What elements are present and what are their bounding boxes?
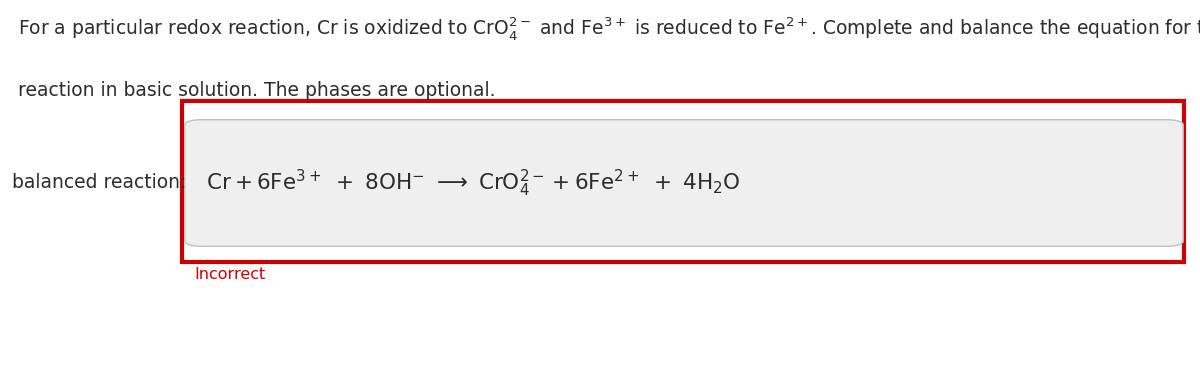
Text: For a particular redox reaction, Cr is oxidized to $\mathrm{CrO_4^{2-}}$ and $\m: For a particular redox reaction, Cr is o…: [18, 15, 1200, 42]
Text: reaction in basic solution. The phases are optional.: reaction in basic solution. The phases a…: [18, 81, 496, 100]
FancyBboxPatch shape: [182, 101, 1184, 262]
FancyBboxPatch shape: [185, 120, 1183, 246]
Text: balanced reaction:: balanced reaction:: [12, 173, 186, 193]
Text: $\mathrm{Cr + 6Fe^{3+}\ +\ 8OH^{-}\ \longrightarrow\ CrO_4^{2-} + 6Fe^{2+}\ +\ 4: $\mathrm{Cr + 6Fe^{3+}\ +\ 8OH^{-}\ \lon…: [206, 167, 740, 199]
Text: Incorrect: Incorrect: [194, 267, 265, 282]
